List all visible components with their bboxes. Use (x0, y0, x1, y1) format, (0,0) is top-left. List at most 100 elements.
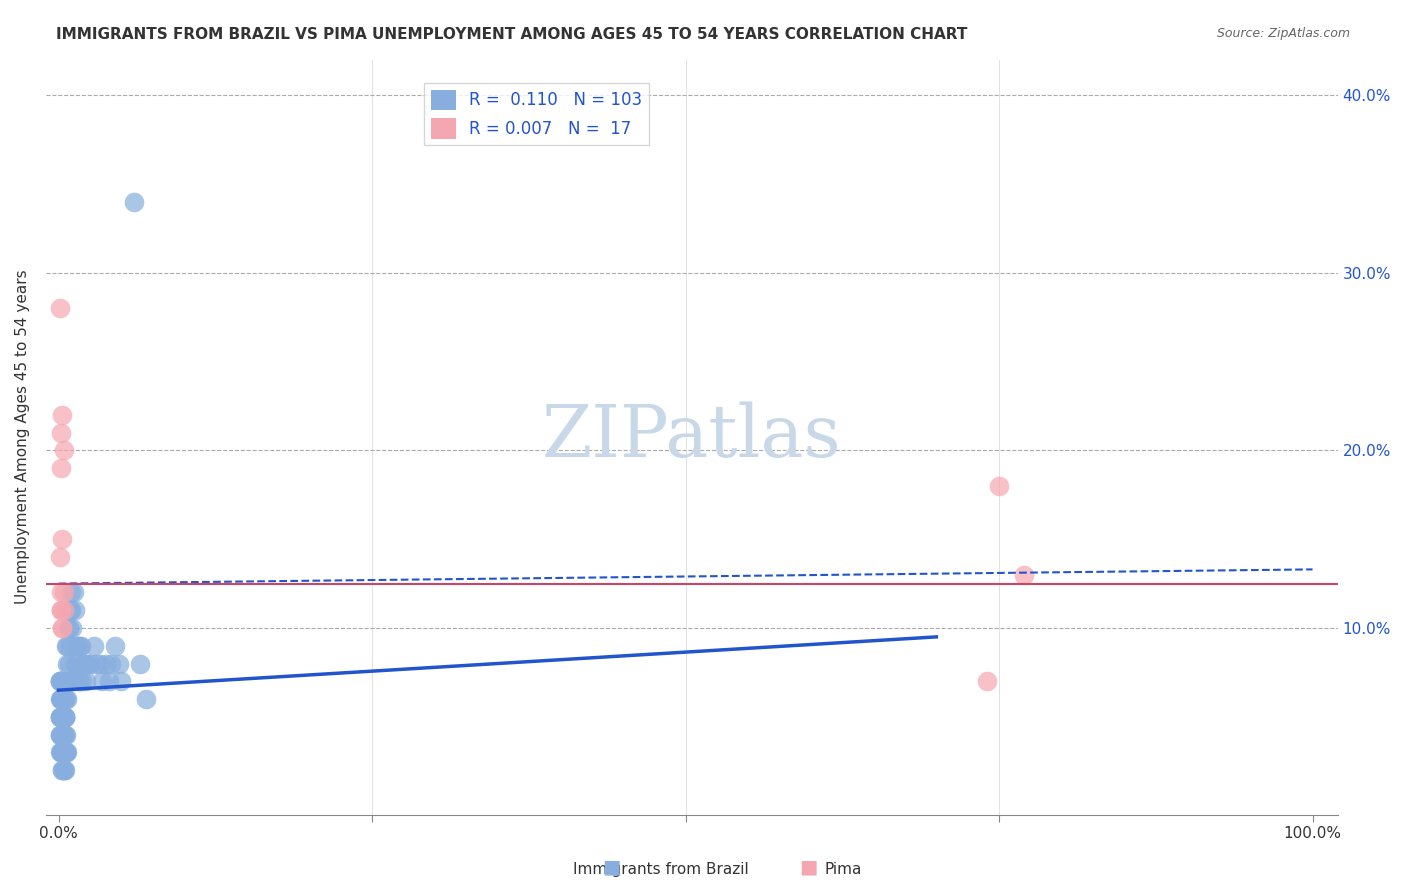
Point (52, 603, 75, 617)
Point (65, 657, 87, 671)
Point (51, 692, 73, 706)
Point (53, 710, 76, 724)
Point (976, 674, 998, 689)
Point (52, 692, 75, 706)
Point (52, 745, 75, 759)
Text: Pima: Pima (825, 863, 862, 877)
Point (69, 639, 91, 653)
Point (49, 425, 72, 440)
Point (73, 657, 96, 671)
Point (49, 728, 72, 742)
Point (96, 657, 118, 671)
Point (49, 745, 72, 759)
Point (72, 674, 94, 689)
Point (49, 674, 72, 689)
Point (49, 674, 72, 689)
Point (49, 710, 72, 724)
Point (59, 603, 82, 617)
Point (55, 745, 77, 759)
Text: Immigrants from Brazil: Immigrants from Brazil (574, 863, 748, 877)
Point (52, 728, 75, 742)
Point (51, 763, 73, 777)
Point (49, 710, 72, 724)
Point (49, 692, 72, 706)
Point (51, 621, 73, 635)
Point (52, 728, 75, 742)
Point (49, 549, 72, 564)
Y-axis label: Unemployment Among Ages 45 to 54 years: Unemployment Among Ages 45 to 54 years (15, 269, 30, 605)
Point (49, 745, 72, 759)
Point (52, 710, 75, 724)
Text: ZIPatlas: ZIPatlas (541, 401, 842, 473)
Point (49, 728, 72, 742)
Point (49, 585, 72, 599)
Point (62, 585, 84, 599)
Point (51, 408, 73, 422)
Point (51, 692, 73, 706)
Point (53, 710, 76, 724)
Point (89, 657, 111, 671)
Point (135, 692, 157, 706)
Point (51, 621, 73, 635)
Point (51, 710, 73, 724)
Point (51, 532, 73, 546)
Point (60, 674, 83, 689)
Point (56, 657, 79, 671)
Point (97, 674, 120, 689)
Point (60, 621, 83, 635)
Point (49, 674, 72, 689)
Point (988, 479, 1011, 493)
Point (70, 639, 93, 653)
Point (49, 603, 72, 617)
Point (56, 639, 79, 653)
Point (52, 763, 75, 777)
Point (56, 692, 79, 706)
Point (58, 621, 80, 635)
Point (55, 745, 77, 759)
Point (55, 728, 77, 742)
Point (51, 728, 73, 742)
Point (66, 639, 89, 653)
Point (49, 692, 72, 706)
Point (60, 603, 83, 617)
Point (72, 657, 94, 671)
Point (53, 763, 76, 777)
Point (49, 710, 72, 724)
Point (83, 639, 105, 653)
Point (49, 710, 72, 724)
Point (52, 728, 75, 742)
Text: Source: ZipAtlas.com: Source: ZipAtlas.com (1216, 27, 1350, 40)
Point (79, 657, 101, 671)
Text: ■: ■ (602, 857, 621, 876)
Point (75, 674, 97, 689)
Point (63, 657, 86, 671)
Point (52, 710, 75, 724)
Point (55, 692, 77, 706)
Point (49, 692, 72, 706)
Point (49, 728, 72, 742)
Point (62, 674, 84, 689)
Point (55, 745, 77, 759)
Point (49, 603, 72, 617)
Point (110, 674, 132, 689)
Point (76, 657, 98, 671)
Point (49, 745, 72, 759)
Point (49, 728, 72, 742)
Point (49, 674, 72, 689)
Point (1012, 567, 1035, 582)
Point (49, 745, 72, 759)
Point (51, 710, 73, 724)
Point (49, 461, 72, 475)
Text: IMMIGRANTS FROM BRAZIL VS PIMA UNEMPLOYMENT AMONG AGES 45 TO 54 YEARS CORRELATIO: IMMIGRANTS FROM BRAZIL VS PIMA UNEMPLOYM… (56, 27, 967, 42)
Point (52, 692, 75, 706)
Legend: R =  0.110   N = 103, R = 0.007   N =  17: R = 0.110 N = 103, R = 0.007 N = 17 (425, 83, 650, 145)
Point (84, 657, 107, 671)
Point (63, 603, 86, 617)
Point (58, 657, 80, 671)
Point (53, 728, 76, 742)
Point (107, 657, 129, 671)
Point (67, 674, 90, 689)
Point (59, 639, 82, 653)
Point (52, 763, 75, 777)
Point (52, 585, 75, 599)
